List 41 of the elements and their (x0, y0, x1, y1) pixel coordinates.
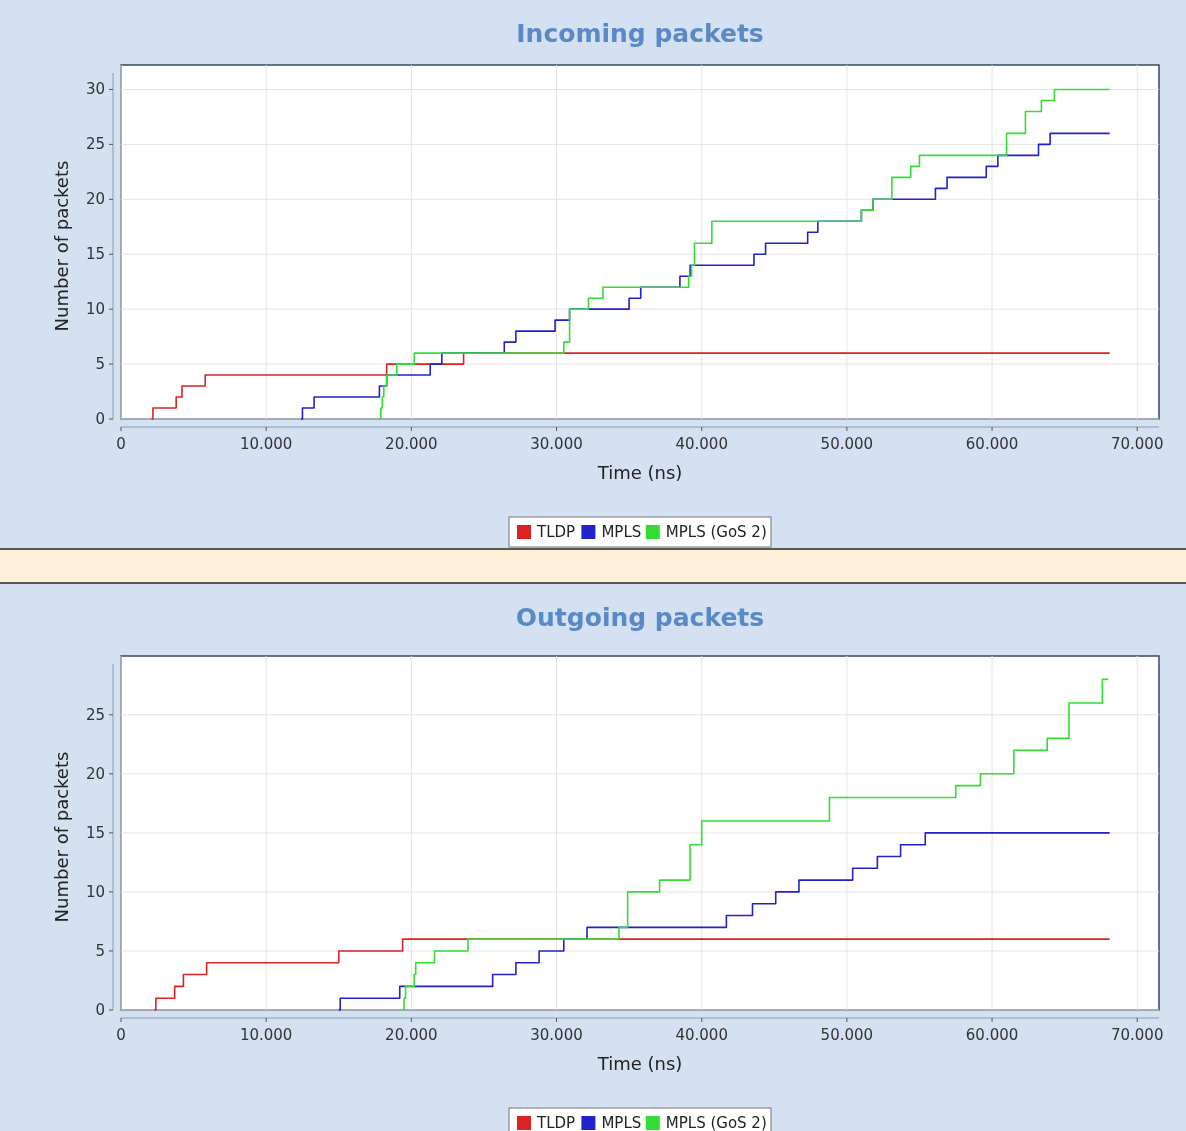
y-tick-label: 0 (95, 1001, 105, 1019)
chart-title: Outgoing packets (515, 603, 765, 632)
y-tick-label: 5 (95, 355, 105, 374)
x-tick-label: 0 (116, 435, 126, 453)
x-tick-label: 60.000 (965, 435, 1019, 453)
x-tick-label: 40.000 (675, 435, 728, 453)
legend-label: TLDP (536, 523, 576, 541)
x-tick-label: 0 (116, 1026, 126, 1044)
chart-title: Incoming packets (516, 19, 764, 48)
y-tick-label: 15 (85, 245, 105, 264)
x-tick-label: 10.000 (239, 1026, 293, 1044)
y-tick-label: 20 (85, 764, 105, 783)
x-tick-label: 50.000 (820, 435, 874, 453)
legend-label: MPLS (601, 1114, 642, 1131)
y-tick-label: 25 (85, 135, 105, 154)
legend-label: MPLS (601, 523, 642, 541)
y-axis-title: Number of packets (51, 160, 72, 332)
x-tick-label: 70.000 (1110, 1026, 1164, 1044)
x-tick-label: 40.000 (675, 1026, 728, 1044)
y-tick-label: 20 (85, 190, 105, 209)
x-tick-label: 50.000 (820, 1026, 874, 1044)
x-tick-label: 20.000 (385, 435, 438, 453)
x-axis-title: Time (ns) (596, 1053, 683, 1074)
y-tick-label: 10 (85, 882, 105, 901)
legend-label: MPLS (GoS 2) (665, 523, 767, 541)
x-tick-label: 70.000 (1110, 435, 1164, 453)
y-axis-title: Number of packets (51, 751, 72, 923)
x-tick-label: 60.000 (965, 1026, 1019, 1044)
y-tick-label: 5 (95, 941, 105, 960)
y-tick-label: 10 (85, 300, 105, 319)
legend-label: MPLS (GoS 2) (665, 1114, 767, 1131)
x-tick-label: 20.000 (385, 1026, 438, 1044)
legend-label: TLDP (536, 1114, 576, 1131)
y-tick-label: 15 (85, 823, 105, 842)
x-tick-label: 30.000 (530, 435, 583, 453)
y-tick-label: 25 (85, 705, 105, 724)
x-axis-title: Time (ns) (596, 462, 683, 483)
y-tick-label: 0 (95, 410, 105, 428)
x-tick-label: 10.000 (239, 435, 293, 453)
x-tick-label: 30.000 (530, 1026, 583, 1044)
y-tick-label: 30 (85, 80, 105, 99)
